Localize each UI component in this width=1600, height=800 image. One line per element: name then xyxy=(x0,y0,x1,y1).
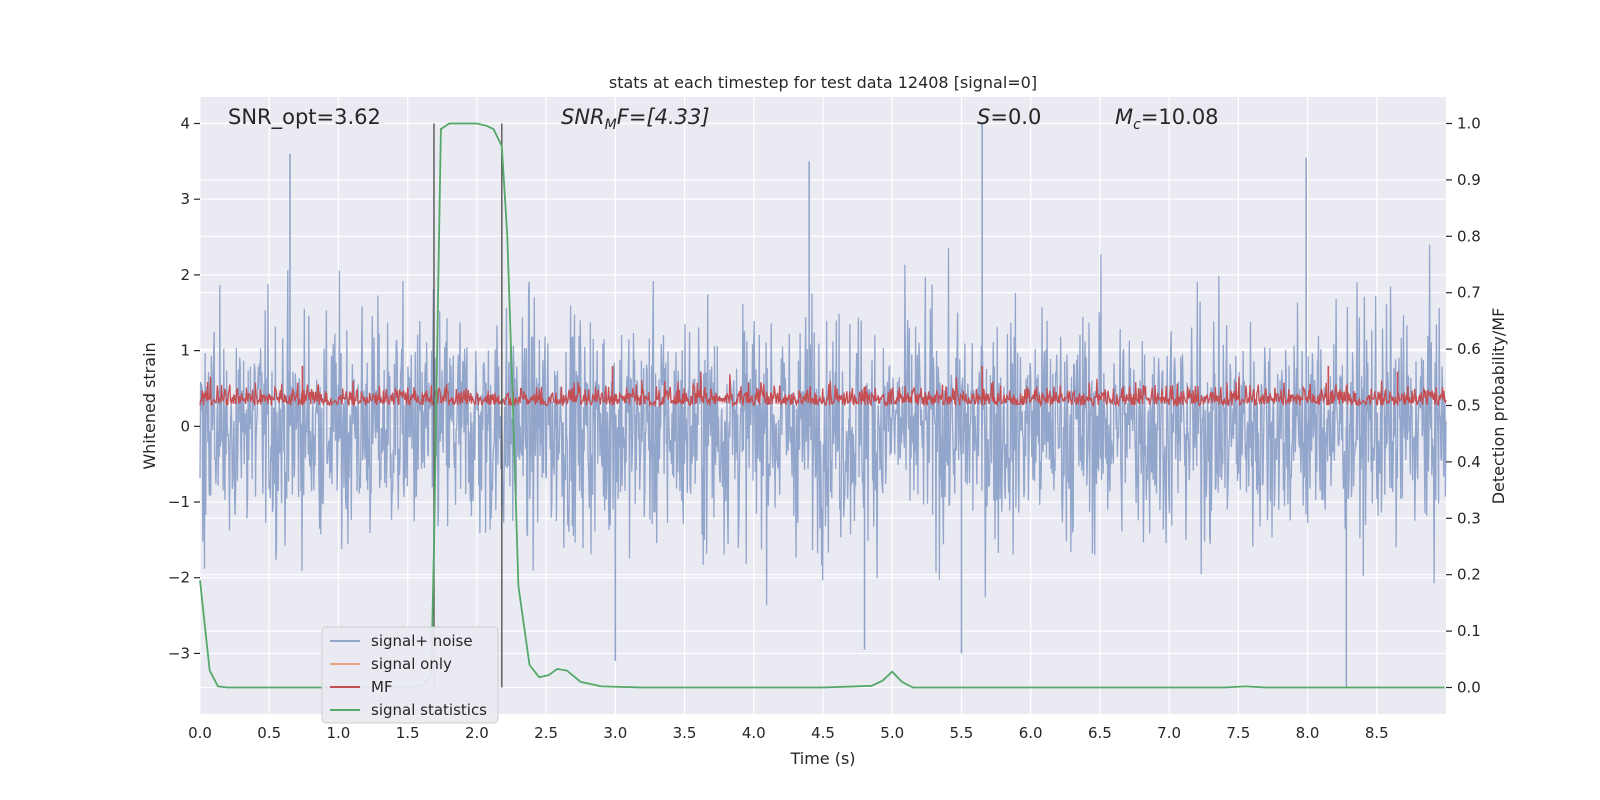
y-right-tick-label: 0.9 xyxy=(1457,171,1481,189)
annotation-snr-opt: SNR_opt=3.62 xyxy=(228,105,381,130)
legend: signal+ noise signal only MF signal statist… xyxy=(321,626,499,724)
x-tick-label: 2.0 xyxy=(465,724,489,742)
legend-label: MF xyxy=(371,678,393,696)
x-tick-label: 5.0 xyxy=(880,724,904,742)
signal-noise-trace xyxy=(199,244,1447,606)
y-tick-label: −1 xyxy=(168,493,190,511)
x-tick-label: 4.0 xyxy=(742,724,766,742)
x-tick-label: 1.0 xyxy=(327,724,351,742)
legend-label: signal only xyxy=(371,655,452,673)
annotation-snr-mf: SNRMF=[4.33] xyxy=(561,105,710,133)
x-tick-label: 6.5 xyxy=(1088,724,1112,742)
x-tick-label: 7.0 xyxy=(1157,724,1181,742)
y-tick-label: 0 xyxy=(180,417,190,435)
x-tick-label: 3.5 xyxy=(673,724,697,742)
x-tick-label: 4.5 xyxy=(811,724,835,742)
legend-label: signal+ noise xyxy=(371,632,473,650)
x-tick-label: 7.5 xyxy=(1226,724,1250,742)
legend-frame xyxy=(321,626,499,724)
y-axis-ticks: 4 3 2 1 0 −1 −2 −3 xyxy=(168,114,200,662)
x-tick-label: 5.5 xyxy=(950,724,974,742)
y-tick-label: −2 xyxy=(168,569,190,587)
annotation-mc: Mc=10.08 xyxy=(1115,105,1219,133)
y-right-axis-ticks: 1.0 0.9 0.8 0.7 0.6 0.5 0.4 0.3 0.2 0.1 0.0 xyxy=(1446,115,1481,696)
legend-label: signal statistics xyxy=(371,701,487,719)
y-right-tick-label: 0.5 xyxy=(1457,397,1481,415)
series-mf xyxy=(199,366,1447,408)
annotation-s: S=0.0 xyxy=(977,105,1041,129)
x-axis-label: Time (s) xyxy=(789,749,855,768)
y-tick-label: 4 xyxy=(180,114,190,132)
x-tick-label: 3.0 xyxy=(603,724,627,742)
y-right-tick-label: 0.6 xyxy=(1457,340,1481,358)
y-tick-label: −3 xyxy=(168,644,190,662)
x-tick-label: 8.0 xyxy=(1296,724,1320,742)
mf-trace xyxy=(199,371,1447,408)
y-right-tick-label: 0.8 xyxy=(1457,227,1481,245)
vertical-markers xyxy=(433,123,503,688)
x-axis-ticks: 0.0 0.5 1.0 1.5 2.0 2.5 3.0 3.5 4.0 4.5 5.0 5.5 6.0 6… xyxy=(188,724,1389,742)
y-right-tick-label: 1.0 xyxy=(1457,115,1481,133)
y-tick-label: 1 xyxy=(180,342,190,360)
x-tick-label: 8.5 xyxy=(1365,724,1389,742)
y-tick-label: 2 xyxy=(180,266,190,284)
x-tick-label: 0.0 xyxy=(188,724,212,742)
x-tick-label: 2.5 xyxy=(534,724,558,742)
y-tick-label: 3 xyxy=(180,190,190,208)
y-right-tick-label: 0.0 xyxy=(1457,678,1481,696)
y-right-axis-label: Detection probability/MF xyxy=(1489,308,1508,505)
y-right-tick-label: 0.4 xyxy=(1457,453,1481,471)
y-axis-label: Whitened strain xyxy=(140,342,159,469)
series-signal-noise xyxy=(199,123,1447,688)
chart-title: stats at each timestep for test data 124… xyxy=(609,73,1037,92)
x-tick-label: 1.5 xyxy=(396,724,420,742)
y-right-tick-label: 0.1 xyxy=(1457,622,1481,640)
x-tick-label: 0.5 xyxy=(257,724,281,742)
y-right-tick-label: 0.2 xyxy=(1457,566,1481,584)
y-right-tick-label: 0.3 xyxy=(1457,509,1481,527)
y-right-tick-label: 0.7 xyxy=(1457,284,1481,302)
x-tick-label: 6.0 xyxy=(1019,724,1043,742)
